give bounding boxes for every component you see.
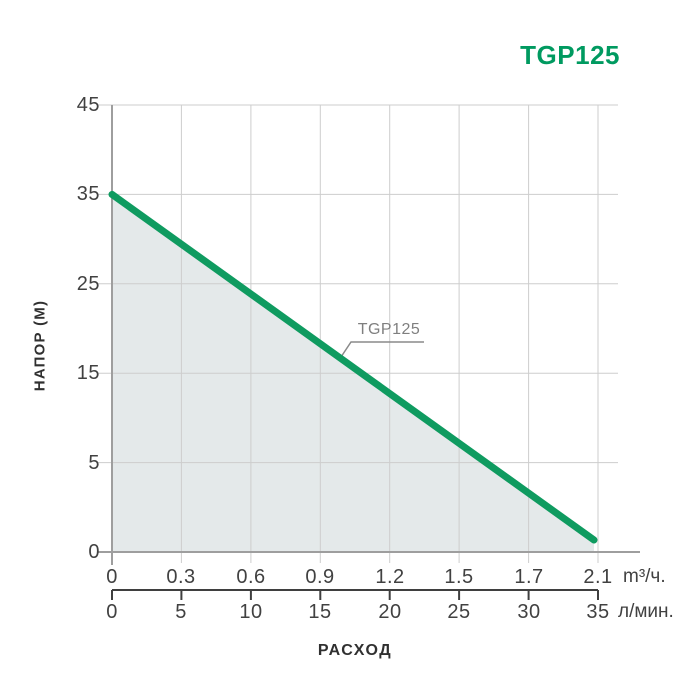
y-axis-title: НАПОР (М) xyxy=(31,299,49,392)
x-axis-unit-m3h: m³/ч. xyxy=(623,566,666,587)
x-tick-label-m3h: 1.2 xyxy=(375,566,405,588)
x-tick-label-lmin: 20 xyxy=(378,601,402,623)
x-tick-label-m3h: 0.3 xyxy=(166,566,196,588)
y-tick-label: 15 xyxy=(76,362,100,384)
performance-curve xyxy=(108,190,598,544)
x-tick-label-m3h: 1.5 xyxy=(444,566,474,588)
series-annotation: TGP125 xyxy=(357,321,421,338)
x-axis-unit-lmin: л/мин. xyxy=(618,601,674,622)
x-tick-label-m3h: 0.6 xyxy=(236,566,266,588)
brand-title: TGP125 xyxy=(520,40,620,70)
x-tick-label-lmin: 30 xyxy=(517,601,541,623)
x-tick-label-m3h: 2.1 xyxy=(583,566,613,588)
vertical-gridlines xyxy=(180,105,599,563)
x-tick-label-lmin: 0 xyxy=(106,601,118,623)
secondary-axis-ruler xyxy=(111,589,599,600)
x-tick-label-m3h: 0.9 xyxy=(305,566,335,588)
annotation-leader-line xyxy=(340,341,424,358)
y-tick-label: 35 xyxy=(76,183,100,205)
y-tick-label: 0 xyxy=(88,541,100,563)
x-tick-label-lmin: 5 xyxy=(175,601,187,623)
y-tick-label: 5 xyxy=(88,452,100,474)
x-tick-label-lmin: 35 xyxy=(586,601,610,623)
x-tick-label-m3h: 0 xyxy=(106,566,118,588)
x-tick-label-lmin: 25 xyxy=(447,601,471,623)
x-tick-label-m3h: 1.7 xyxy=(514,566,544,588)
x-tick-label-lmin: 10 xyxy=(239,601,263,623)
x-tick-label-lmin: 15 xyxy=(308,601,332,623)
horizontal-gridlines xyxy=(98,104,618,464)
x-axis-title: РАСХОД xyxy=(317,642,393,659)
y-tick-label: 25 xyxy=(76,273,100,295)
y-tick-label: 45 xyxy=(76,94,100,116)
